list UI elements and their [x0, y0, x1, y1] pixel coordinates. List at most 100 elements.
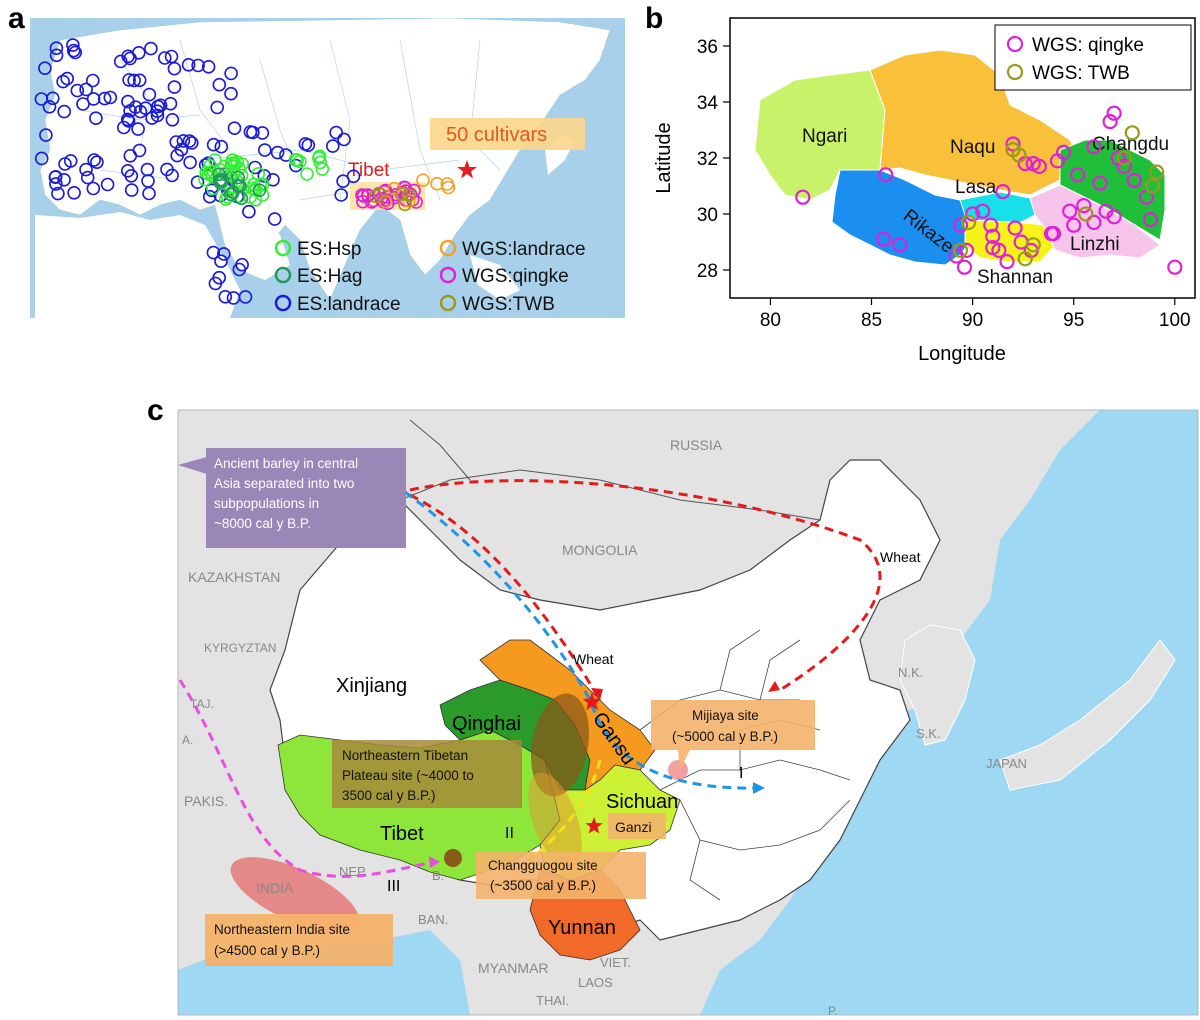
data-point	[1017, 251, 1033, 267]
sample-point	[131, 122, 145, 136]
data-point	[1138, 189, 1155, 205]
data-point	[1025, 237, 1041, 253]
sample-point	[121, 49, 135, 64]
data-point	[991, 242, 1007, 258]
sample-point	[235, 157, 249, 171]
data-point	[1116, 150, 1132, 166]
sample-point	[144, 41, 158, 56]
panel-c-overlays	[230, 693, 688, 933]
sample-point	[255, 126, 270, 140]
sample-point	[212, 77, 227, 92]
callout-ne-india: Northeastern India site (>4500 cal y B.P…	[205, 914, 393, 966]
sample-point	[213, 175, 227, 190]
ganzi-star-marker	[585, 817, 603, 834]
sample-point	[208, 276, 223, 291]
korean-peninsula	[899, 624, 976, 746]
sample-point	[401, 188, 416, 202]
changguogou-box	[476, 852, 646, 899]
ne-tibet-box	[332, 740, 522, 808]
x-tick-label: 95	[1063, 310, 1084, 331]
sample-point	[267, 212, 282, 226]
ne-tibet-text-line: Plateau site (~4000 to	[342, 768, 474, 783]
callout-changguogou: Changguogou site (~3500 cal y B.P.)	[476, 852, 646, 899]
panel-label-c: c	[147, 394, 164, 427]
route-red-gansu	[409, 493, 602, 701]
ganzi-box	[608, 813, 666, 839]
data-point	[1142, 212, 1159, 228]
ne-india-text-line: (>4500 cal y B.P.)	[214, 943, 320, 958]
data-point	[995, 184, 1011, 200]
sample-point	[127, 73, 141, 88]
sample-point	[183, 155, 197, 170]
data-point	[958, 242, 975, 258]
sample-point	[206, 245, 221, 260]
sample-point	[270, 145, 285, 160]
data-point	[1086, 139, 1102, 155]
x-axis-label: Longitude	[918, 343, 1006, 365]
data-point	[1055, 144, 1072, 160]
sample-point	[132, 143, 147, 158]
country-label: TAJ.	[190, 697, 214, 711]
sample-point	[387, 191, 401, 205]
data-point	[892, 237, 908, 253]
legend-marker	[274, 239, 292, 257]
sample-point	[42, 100, 57, 114]
label-wheat-east: Wheat	[880, 549, 921, 565]
panel-a-legend: ES:Hsp ES:Hag ES:landrace WGS:landrace WGS:q…	[274, 239, 586, 315]
data-point	[1167, 259, 1183, 275]
data-point	[960, 214, 977, 230]
sample-point	[66, 43, 81, 58]
sample-point	[214, 139, 229, 154]
label-yunnan: Yunnan	[548, 917, 616, 939]
sample-point	[289, 158, 303, 173]
sample-point	[334, 188, 349, 202]
sample-point	[252, 183, 267, 197]
ne-tibet-text-line: 3500 cal y B.P.)	[342, 788, 436, 803]
ne-india-text-line: Northeastern India site	[214, 922, 350, 937]
sample-point	[103, 90, 118, 105]
sample-point	[402, 194, 416, 208]
mijiaya-box	[651, 700, 815, 750]
sample-point	[122, 73, 136, 87]
data-point	[1005, 136, 1021, 152]
route-blue-i	[404, 490, 761, 790]
sample-point	[142, 87, 157, 102]
india-site-ellipse	[230, 857, 360, 933]
region-label-changdu: Changdu	[1092, 134, 1169, 155]
sample-point	[163, 96, 178, 111]
panel-c-frame	[177, 409, 1199, 1016]
sample-point	[68, 45, 82, 60]
legend-marker	[274, 294, 292, 312]
mijiaya-text-line: Mijiaya site	[692, 708, 759, 723]
sample-point	[133, 104, 148, 119]
sample-point	[199, 165, 213, 180]
y-tick-label: 32	[697, 149, 718, 170]
ganzi-label: Ganzi	[615, 819, 652, 835]
sample-point	[201, 156, 216, 170]
arabia-landmass	[215, 205, 290, 280]
region-linzhi	[1029, 184, 1161, 259]
sample-point	[150, 108, 165, 123]
sample-point	[226, 159, 240, 174]
sample-point	[49, 41, 64, 56]
panel-a-sample-points	[34, 38, 456, 305]
sample-point	[218, 289, 233, 304]
ancient-text-line: Ancient barley in central	[214, 456, 358, 471]
sample-point	[164, 49, 179, 64]
panel-b-legend: WGS: qingke WGS: TWB	[1006, 35, 1144, 84]
japan-islands	[999, 639, 1176, 791]
tibet-label: Tibet	[348, 160, 390, 181]
y-tick-label: 36	[697, 37, 718, 58]
arrowhead-blue	[753, 782, 765, 794]
region-label-lasa: Lasa	[955, 177, 997, 198]
sample-point	[167, 80, 182, 94]
country-label: S.K.	[916, 726, 941, 741]
sample-point	[219, 192, 233, 206]
sample-point	[224, 66, 238, 81]
country-label: BAN.	[418, 912, 448, 927]
sample-point	[231, 170, 245, 185]
x-tick-label: 100	[1159, 310, 1191, 331]
sample-point	[79, 162, 93, 177]
sample-point	[257, 169, 272, 183]
sample-point	[227, 121, 242, 135]
